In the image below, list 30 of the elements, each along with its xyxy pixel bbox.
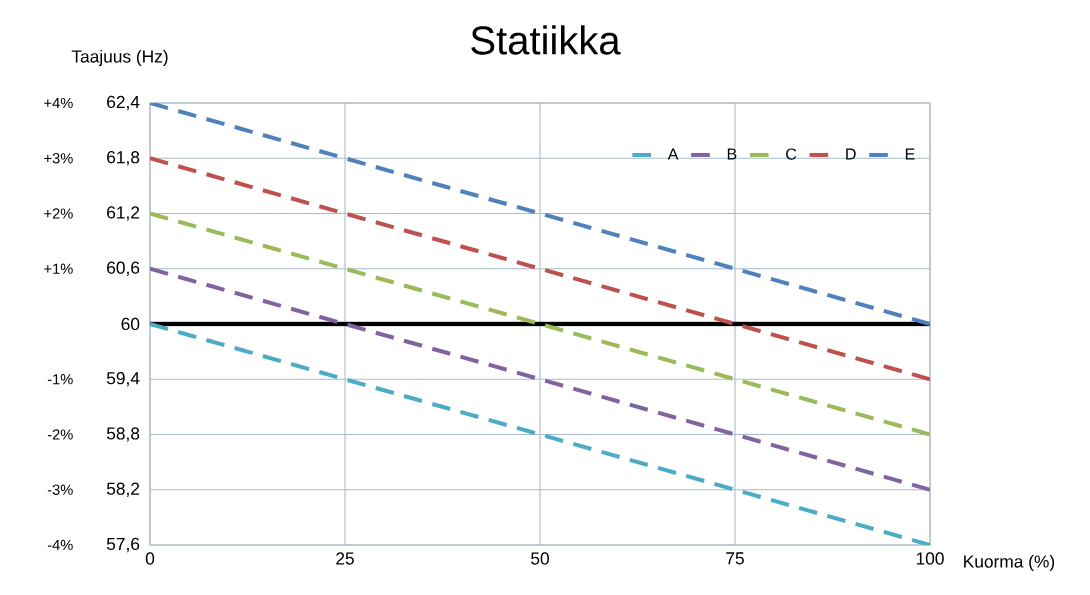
y-axis-title: Taajuus (Hz) xyxy=(71,49,168,67)
y-tick-label: 60,6 xyxy=(107,261,140,276)
y2-tick-label: +1% xyxy=(44,263,73,274)
y2-tick-label: +4% xyxy=(44,97,73,109)
y2-tick-label: +2% xyxy=(44,208,73,219)
x-tick-label: 25 xyxy=(336,552,354,565)
y2-tick-label: -3% xyxy=(47,484,73,495)
x-tick-label: 50 xyxy=(531,552,549,565)
legend-label: C xyxy=(786,148,797,160)
y-tick-label: 58,2 xyxy=(106,482,140,497)
legend-label: E xyxy=(905,148,915,160)
y-tick-label: 60 xyxy=(121,317,140,331)
y2-tick-label: -1% xyxy=(47,374,73,385)
legend-label: D xyxy=(846,148,856,160)
y-tick-label: 61,8 xyxy=(107,151,140,166)
x-tick-label: 100 xyxy=(916,552,944,565)
legend-label: A xyxy=(667,148,679,160)
x-tick-label: 75 xyxy=(726,552,744,565)
y2-tick-label: -4% xyxy=(47,539,73,551)
y-tick-label: 57,6 xyxy=(106,537,140,553)
chart-title: Statiikka xyxy=(471,25,621,55)
y-tick-label: 59,4 xyxy=(106,372,140,387)
y-tick-label: 62,4 xyxy=(107,95,140,111)
y2-tick-label: +3% xyxy=(44,153,73,164)
y-tick-label: 58,8 xyxy=(106,427,140,442)
y-tick-label: 61,2 xyxy=(107,206,140,221)
x-axis-title: Kuorma (%) xyxy=(964,554,1055,572)
legend-label: B xyxy=(727,148,737,160)
y2-tick-label: -2% xyxy=(47,429,73,440)
x-tick-label: 0 xyxy=(145,552,155,565)
